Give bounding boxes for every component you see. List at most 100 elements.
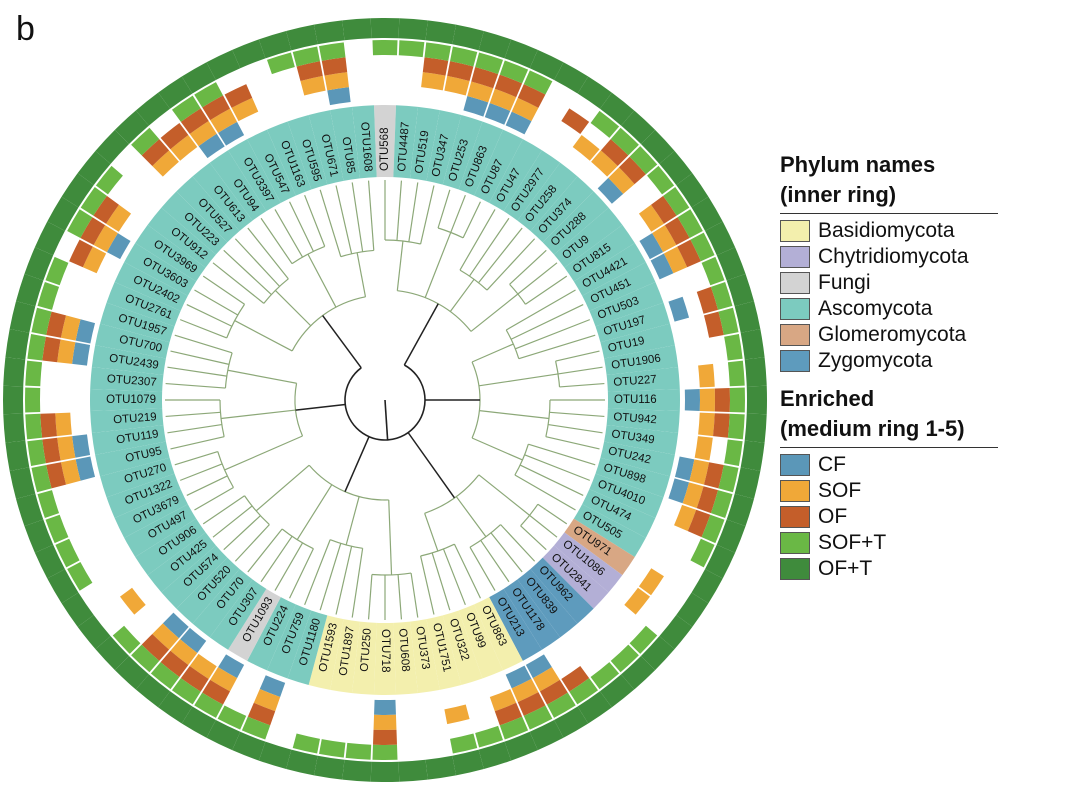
phylum-ring-segment <box>474 129 523 203</box>
ring-soft-segment <box>629 625 658 654</box>
ring-oft-segment <box>77 150 111 186</box>
ring-of-segment <box>517 692 546 716</box>
circular-phylogenetic-tree: OTU568 OTU4487 OTU519OTU347OTU253OTU863OTU… <box>2 18 767 782</box>
ring-sof-segment <box>93 225 118 253</box>
ring-oft-segment <box>577 76 612 109</box>
ring-soft-segment <box>499 716 529 740</box>
enriched-legend-item: OF <box>780 504 1075 530</box>
tree-branch <box>186 304 233 327</box>
ring-sof-segment <box>572 134 600 161</box>
tree-branch <box>329 539 363 549</box>
phylum-ring-segment <box>517 569 578 638</box>
ring-soft-segment <box>37 281 60 310</box>
ring-oft-segment <box>599 92 635 126</box>
ring-oft-segment <box>95 636 130 671</box>
phylum-ring-segment <box>595 457 670 498</box>
ring-of-segment <box>687 509 711 538</box>
ring-soft-segment <box>450 46 478 67</box>
tree-branch <box>223 515 261 551</box>
phylum-ring-segment <box>517 162 578 231</box>
phylum-ring-segment <box>147 532 216 593</box>
phylum-ring-segment <box>489 139 542 212</box>
otu-label: OTU942 <box>613 411 657 426</box>
enriched-swatch <box>780 506 810 528</box>
phylum-legend-label: Zygomycota <box>818 349 933 372</box>
ring-sof-segment <box>253 689 281 712</box>
enriched-legend-item: OF+T <box>780 556 1075 582</box>
ring-soft-segment <box>499 60 529 84</box>
ring-of-segment <box>651 195 677 224</box>
ring-sof-segment <box>57 436 76 461</box>
ring-soft-segment <box>292 733 320 754</box>
phylum-legend-label: Fungi <box>818 271 871 294</box>
phylum-ring-segment <box>458 604 503 679</box>
ring-sof-segment <box>106 204 132 232</box>
phylum-ring-segment <box>114 262 188 311</box>
ring-soft-segment <box>131 644 160 673</box>
ring-soft-segment <box>663 186 690 216</box>
otu-label: OTU1608 <box>358 121 374 172</box>
tree-branch <box>420 555 435 615</box>
ring-oft-segment <box>47 569 79 604</box>
enriched-legend-label: SOF <box>818 479 862 502</box>
phylum-legend-label: Glomeromycota <box>818 323 967 346</box>
tree-branch <box>289 548 314 599</box>
phylum-ring-segment <box>409 106 440 181</box>
ring-sof-segment <box>60 459 81 485</box>
phylum-ring-segment <box>589 473 664 518</box>
otu-label: OTU2307 <box>106 373 157 389</box>
otu-label: OTU568 <box>379 128 391 171</box>
tree-branch <box>281 528 314 550</box>
ring-sof-segment <box>82 246 107 274</box>
ring-cf-segment <box>327 87 351 106</box>
tree-branch <box>469 217 510 277</box>
ring-of-segment <box>494 702 523 726</box>
tree-branch <box>388 499 393 575</box>
ring-soft-segment <box>37 490 60 519</box>
ring-oft-segment <box>425 755 457 780</box>
ring-oft-segment <box>726 273 754 307</box>
tree-branch <box>307 253 337 308</box>
otu-label: OTU250 <box>359 628 374 672</box>
tree-branch <box>514 474 576 511</box>
tree-branch <box>424 474 480 514</box>
ring-oft-segment <box>342 18 372 41</box>
tree-branch <box>471 437 523 461</box>
otu-label: OTU227 <box>613 374 657 389</box>
ring-soft-segment <box>27 333 46 361</box>
ring-cf-segment <box>597 177 624 204</box>
ring-of-segment <box>600 139 629 167</box>
phylum-ring-segment <box>267 121 312 196</box>
ring-soft-segment <box>690 538 715 568</box>
tree-branch <box>296 484 333 541</box>
ring-oft-segment <box>158 691 193 724</box>
ring-of-segment <box>517 84 546 108</box>
ring-soft-segment <box>80 186 107 216</box>
tree-branch <box>212 505 253 538</box>
ring-oft-segment <box>691 569 723 604</box>
tree-branch <box>459 209 496 271</box>
tree-branch <box>545 436 600 450</box>
tree-branch <box>244 495 270 526</box>
ring-soft-segment <box>241 716 271 740</box>
ring-soft-segment <box>475 725 504 748</box>
ring-of-segment <box>677 239 701 268</box>
phylum-ring-segment <box>489 588 542 661</box>
tree-branch <box>424 232 452 298</box>
tree-branch <box>202 495 245 525</box>
phylum-ring-segment <box>474 597 523 671</box>
ring-oft-segment <box>659 614 693 650</box>
tree-branch <box>165 411 221 418</box>
phylum-legend-item: Zygomycota <box>780 348 1075 374</box>
ring-sof-segment <box>682 482 704 509</box>
ring-of-segment <box>447 61 474 82</box>
ring-oft-segment <box>676 592 709 627</box>
ring-cf-segment <box>639 233 664 260</box>
tree-branch <box>509 249 547 285</box>
legend: Phylum names (inner ring) Basidiomycota C… <box>780 150 1075 582</box>
phylum-legend-item: Chytridiomycota <box>780 244 1075 270</box>
tree-branch <box>174 334 233 354</box>
tree-branch <box>340 249 374 258</box>
ring-oft-segment <box>258 31 292 59</box>
enriched-swatch <box>780 558 810 580</box>
